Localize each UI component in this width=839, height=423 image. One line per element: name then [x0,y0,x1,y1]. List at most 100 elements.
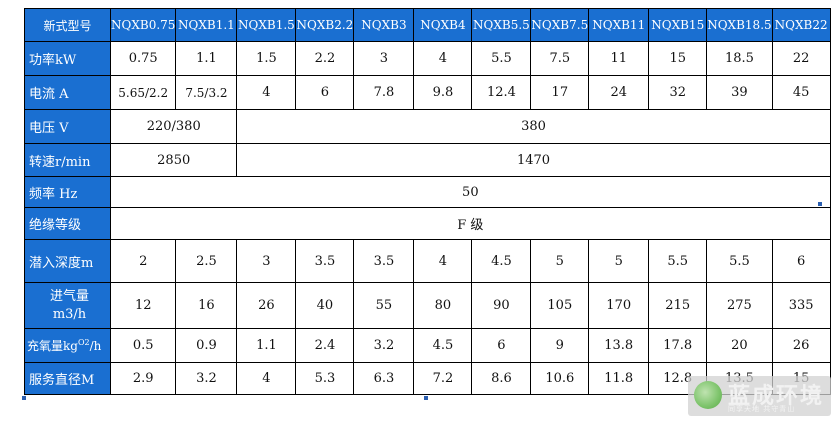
intake-cell: 105 [530,282,590,329]
oxygen-cell: 20 [706,328,773,363]
oxygen-cell: 4.5 [413,328,473,363]
header-label: 新式型号 [24,8,111,42]
insulation-cell: F 级 [110,207,831,240]
oxygen-cell: 6 [471,328,532,363]
oxygen-cell: 9 [530,328,590,363]
model-cell: NQXB1.5 [236,8,297,42]
depth-cell: 5.5 [648,239,708,283]
intake-cell: 170 [588,282,650,329]
current-cell: 6 [295,75,355,110]
current-cell: 5.65/2.2 [109,75,177,110]
header-row: 新式型号 NQXB0.75 NQXB1.1 NQXB1.5 NQXB2.2 NQ… [24,8,831,42]
depth-cell: 4.5 [471,239,532,283]
intake-cell: 215 [648,282,708,329]
depth-cell: 5.5 [706,239,773,283]
model-cell: NQXB4 [413,8,473,42]
intake-cell: 26 [236,282,297,329]
model-cell: NQXB11 [588,8,650,42]
power-cell: 1.5 [236,41,297,76]
selection-handle[interactable] [22,396,26,400]
intake-cell: 16 [175,282,238,329]
intake-cell: 90 [471,282,532,329]
diameter-cell: 10.6 [530,362,590,395]
model-cell: NQXB22 [771,8,831,42]
oxygen-row: 充氧量kgO2/h 0.5 0.9 1.1 2.4 3.2 4.5 6 9 13… [24,328,831,363]
depth-cell: 2.5 [175,239,238,283]
current-cell: 32 [648,75,708,110]
row-label-diameter: 服务直径M [24,362,111,395]
model-cell: NQXB1.1 [175,8,238,42]
current-cell: 9.8 [413,75,473,110]
voltage-large-cell: 380 [236,109,831,144]
oxygen-cell: 3.2 [353,328,415,363]
current-cell: 4 [236,75,297,110]
speed-large-cell: 1470 [236,143,831,177]
speed-row: 转速r/min 2850 1470 [24,143,831,177]
diameter-cell: 6.3 [353,362,415,395]
current-cell: 24 [588,75,650,110]
power-cell: 7.5 [530,41,590,76]
current-cell: 17 [530,75,590,110]
model-cell: NQXB5.5 [471,8,532,42]
current-cell: 45 [771,75,831,110]
voltage-row: 电压 V 220/380 380 [24,109,831,144]
row-label-voltage: 电压 V [24,109,111,144]
oxygen-cell: 0.9 [175,328,238,363]
oxygen-cell: 17.8 [648,328,708,363]
frequency-cell: 50 [110,176,831,208]
diameter-cell: 5.3 [295,362,355,395]
model-cell: NQXB15 [648,8,708,42]
row-label-intake: 进气量 m3/h [24,282,111,329]
depth-cell: 5 [530,239,590,283]
model-cell: NQXB3 [353,8,415,42]
oxygen-label-sup: O2 [77,338,90,347]
diameter-cell: 2.9 [109,362,177,395]
row-label-speed: 转速r/min [24,143,111,177]
intake-cell: 335 [771,282,831,329]
diameter-cell: 7.2 [413,362,473,395]
power-cell: 1.1 [175,41,238,76]
diameter-cell: 11.8 [588,362,650,395]
power-cell: 4 [413,41,473,76]
diameter-cell: 8.6 [471,362,532,395]
row-label-power: 功率kW [24,41,111,76]
depth-cell: 3 [236,239,297,283]
depth-row: 潜入深度m 2 2.5 3 3.5 3.5 4 4.5 5 5 5.5 5.5 … [24,239,831,283]
intake-label-line1: 进气量 [49,288,89,304]
row-label-frequency: 频率 Hz [24,176,111,208]
leaf-logo-icon [694,381,722,409]
intake-cell: 80 [413,282,473,329]
intake-cell: 275 [706,282,773,329]
row-label-depth: 潜入深度m [24,239,111,283]
intake-cell: 12 [109,282,177,329]
insulation-row: 绝缘等级 F 级 [24,207,831,240]
depth-cell: 3.5 [353,239,415,283]
oxygen-label-main: 充氧量kg [27,339,78,353]
oxygen-cell: 2.4 [295,328,355,363]
selection-handle[interactable] [424,396,428,400]
intake-cell: 40 [295,282,355,329]
current-cell: 7.5/3.2 [175,75,238,110]
voltage-small-cell: 220/380 [109,109,238,144]
oxygen-cell: 13.8 [588,328,650,363]
selection-handle[interactable] [818,202,822,206]
power-cell: 18.5 [706,41,773,76]
model-cell: NQXB7.5 [530,8,590,42]
power-cell: 2.2 [295,41,355,76]
model-cell: NQXB2.2 [295,8,355,42]
frequency-row: 频率 Hz 50 [24,176,831,208]
model-cell: NQXB18.5 [706,8,773,42]
watermark: 蓝成环境 同享天地 共守青山 [688,376,831,416]
depth-cell: 3.5 [295,239,355,283]
depth-cell: 5 [588,239,650,283]
power-cell: 0.75 [109,41,177,76]
power-cell: 11 [588,41,650,76]
oxygen-label-tail: /h [89,339,102,353]
current-cell: 39 [706,75,773,110]
intake-row: 进气量 m3/h 12 16 26 40 55 80 90 105 170 21… [24,282,831,329]
row-label-oxygen: 充氧量kgO2/h [24,328,111,363]
depth-cell: 2 [109,239,177,283]
oxygen-cell: 26 [771,328,831,363]
current-row: 电流 A 5.65/2.2 7.5/3.2 4 6 7.8 9.8 12.4 1… [24,75,831,110]
power-cell: 22 [771,41,831,76]
